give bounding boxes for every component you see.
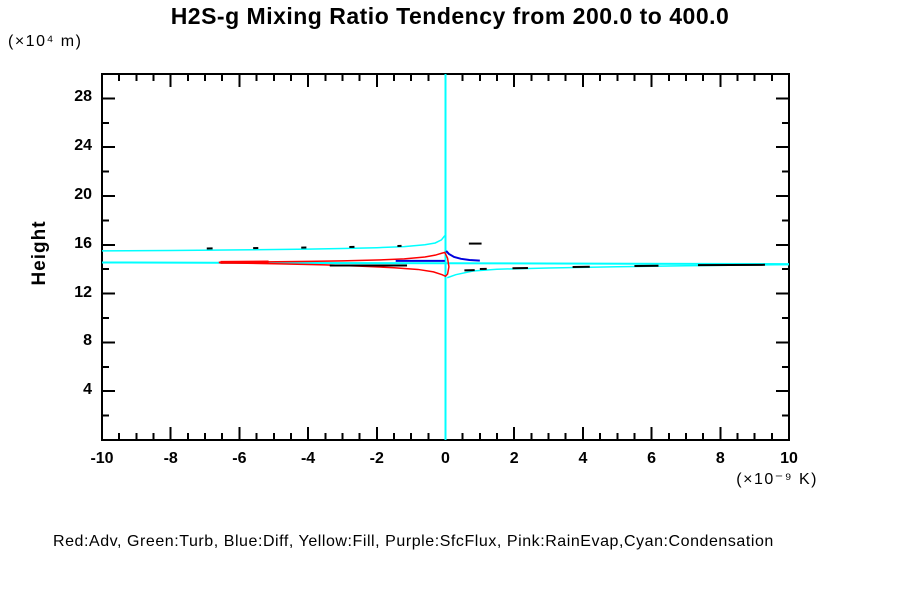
data-series (101, 74, 790, 440)
x-tick-label: -10 (90, 450, 114, 467)
y-tick-label: 24 (74, 137, 92, 155)
x-tick-label: 4 (578, 450, 588, 467)
x-tick-label: -2 (369, 450, 384, 467)
x-tick-label: 6 (647, 450, 657, 467)
legend-text: Red:Adv, Green:Turb, Blue:Diff, Yellow:F… (53, 533, 774, 550)
y-tick-label: 12 (74, 283, 92, 301)
series-condensation-center-line (101, 261, 790, 266)
x-tick-label: 8 (715, 450, 725, 467)
y-tick-label: 20 (74, 186, 92, 203)
x-tick-label: 0 (441, 450, 450, 467)
x-tick-label: -6 (232, 450, 247, 467)
y-tick-label: 4 (83, 381, 92, 399)
x-tick-label: -4 (300, 450, 316, 467)
x-axis-unit-label: (×10⁻⁹ K) (736, 471, 818, 488)
series-diff-right-spike (445, 250, 480, 262)
x-tick-label: -8 (163, 450, 178, 467)
series-condensation-lower-branch (446, 263, 790, 279)
series-condensation-upper-branch (101, 235, 446, 252)
y-tick-label: 28 (74, 88, 92, 106)
x-tick-label: 2 (509, 450, 519, 467)
y-tick-label: 16 (74, 234, 92, 252)
series-adv-envelope (218, 251, 450, 278)
x-tick-label: 10 (780, 450, 798, 467)
y-axis-unit-label: (×10⁴ m) (8, 33, 83, 50)
y-tick-label: 8 (83, 332, 92, 350)
chart-title: H2S-g Mixing Ratio Tendency from 200.0 t… (170, 3, 730, 29)
